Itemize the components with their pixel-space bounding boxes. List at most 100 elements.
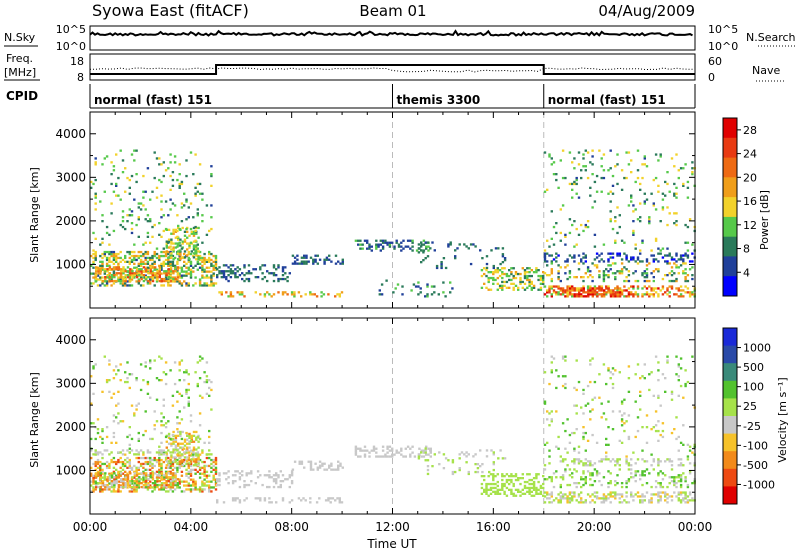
heatmap-cell	[117, 483, 121, 487]
heatmap-cell	[164, 278, 168, 281]
heatmap-cell	[415, 249, 419, 252]
heatmap-cell	[137, 216, 140, 219]
heatmap-cell	[559, 239, 562, 242]
heatmap-cell	[154, 272, 157, 275]
heatmap-cell	[575, 404, 578, 407]
heatmap-cell	[381, 245, 385, 248]
heatmap-cell	[467, 470, 470, 474]
heatmap-cell	[179, 432, 182, 436]
heatmap-cell	[110, 268, 114, 271]
heatmap-cell	[537, 480, 540, 484]
freq-right-tick-top: 60	[708, 55, 722, 68]
heatmap-cell	[135, 268, 139, 271]
heatmap-cell	[645, 287, 649, 290]
heatmap-cell	[514, 276, 518, 280]
heatmap-cell	[467, 247, 470, 250]
heatmap-cell	[92, 488, 95, 491]
heatmap-cell	[101, 470, 104, 473]
heatmap-cell	[503, 257, 507, 260]
heatmap-cell	[614, 293, 617, 296]
heatmap-cell	[135, 379, 138, 382]
heatmap-cell	[128, 466, 131, 469]
heatmap-cell	[673, 293, 676, 296]
heatmap-cell	[654, 239, 658, 242]
heatmap-cell	[208, 488, 211, 491]
heatmap-cell	[598, 287, 601, 290]
heatmap-cell	[112, 460, 116, 464]
heatmap-cell	[160, 235, 163, 238]
heatmap-cell	[165, 480, 168, 483]
heatmap-cell	[659, 460, 662, 463]
heatmap-cell	[187, 373, 190, 376]
heatmap-cell	[480, 486, 484, 490]
heatmap-cell	[119, 278, 122, 281]
heatmap-cell	[550, 293, 553, 296]
heatmap-cell	[609, 289, 613, 292]
heatmap-cell	[115, 266, 118, 269]
heatmap-cell	[550, 410, 553, 413]
heatmap-cell	[203, 460, 206, 464]
heatmap-cell	[618, 493, 621, 496]
heatmap-cell	[165, 472, 168, 475]
heatmap-cell	[526, 278, 529, 282]
heatmap-cell	[110, 202, 113, 205]
heatmap-cell	[234, 272, 237, 275]
heatmap-cell	[205, 379, 209, 382]
heatmap-cell	[243, 483, 246, 487]
heatmap-cell	[144, 262, 147, 265]
colorbar-swatch	[723, 328, 737, 347]
heatmap-cell	[652, 458, 655, 461]
heatmap-cell	[192, 440, 196, 443]
heatmap-cell	[94, 363, 97, 366]
heatmap-cell	[177, 258, 180, 261]
heatmap-cell	[499, 262, 502, 266]
heatmap-cell	[210, 262, 213, 265]
heatmap-cell	[129, 272, 132, 275]
heatmap-cell	[564, 497, 567, 500]
heatmap-cell	[648, 279, 651, 283]
heatmap-cell	[550, 285, 553, 288]
heatmap-cell	[163, 272, 166, 275]
heatmap-cell	[620, 289, 624, 292]
heatmap-cell	[605, 291, 608, 294]
heatmap-cell	[94, 258, 97, 262]
heatmap-cell	[151, 466, 154, 469]
heatmap-cell	[505, 480, 509, 484]
heatmap-cell	[164, 490, 168, 493]
heatmap-cell	[171, 433, 175, 437]
heatmap-cell	[169, 369, 172, 372]
heatmap-cell	[108, 472, 111, 475]
heatmap-cell	[94, 256, 97, 260]
heatmap-cell	[679, 474, 683, 477]
heatmap-cell	[338, 497, 341, 500]
heatmap-cell	[528, 478, 531, 482]
heatmap-cell	[636, 416, 640, 419]
heatmap-cell	[99, 478, 102, 481]
heatmap-cell	[117, 460, 120, 464]
heatmap-cell	[170, 248, 173, 251]
heatmap-cell	[487, 482, 490, 486]
heatmap-cell	[673, 222, 676, 225]
heatmap-cell	[641, 287, 644, 290]
heatmap-cell	[130, 482, 134, 485]
heatmap-cell	[180, 453, 184, 456]
heatmap-cell	[555, 260, 558, 263]
heatmap-cell	[400, 249, 403, 252]
heatmap-cell	[128, 464, 131, 468]
heatmap-cell	[381, 247, 385, 250]
heatmap-cell	[620, 268, 624, 271]
heatmap-cell	[194, 186, 197, 189]
heatmap-cell	[112, 229, 116, 233]
heatmap-cell	[101, 462, 104, 466]
heatmap-cell	[164, 276, 168, 279]
heatmap-cell	[156, 272, 159, 275]
heatmap-cell	[126, 483, 130, 487]
heatmap-cell	[632, 495, 635, 498]
noise-left-tick-top: 10^5	[56, 23, 86, 36]
heatmap-cell	[616, 182, 619, 186]
colorbar-swatch	[723, 236, 737, 257]
heatmap-cell	[682, 258, 685, 261]
heatmap-cell	[377, 243, 380, 246]
heatmap-cell	[652, 279, 655, 283]
heatmap-cell	[611, 291, 615, 294]
